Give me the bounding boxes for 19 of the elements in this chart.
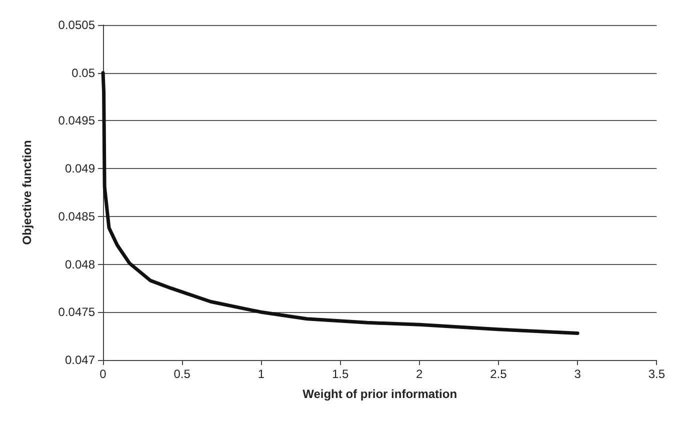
y-tick-label: 0.05 (72, 66, 96, 80)
x-tick-label: 2 (416, 367, 424, 381)
y-axis-title: Objective function (20, 140, 34, 245)
y-tick-label: 0.048 (64, 257, 96, 272)
y-tick-label: 0.0475 (58, 305, 96, 320)
x-tick-label: 3 (574, 367, 582, 381)
y-tick-label: 0.049 (64, 162, 96, 176)
x-tick-label: 3.5 (648, 367, 666, 381)
x-tick-label: 2.5 (490, 367, 508, 381)
x-tick-label: 1.5 (332, 367, 349, 381)
y-tick-label: 0.0485 (58, 209, 96, 224)
x-tick-label: 1 (258, 367, 265, 381)
x-axis-title: Weight of prior information (302, 387, 458, 401)
y-tick-label: 0.0495 (58, 114, 96, 128)
y-tick-label: 0.0505 (58, 18, 96, 32)
line-series (101, 71, 580, 335)
x-tick-label: 0.5 (174, 367, 191, 381)
x-tick-label: 0 (100, 367, 107, 381)
y-tick-label: 0.047 (64, 353, 96, 367)
